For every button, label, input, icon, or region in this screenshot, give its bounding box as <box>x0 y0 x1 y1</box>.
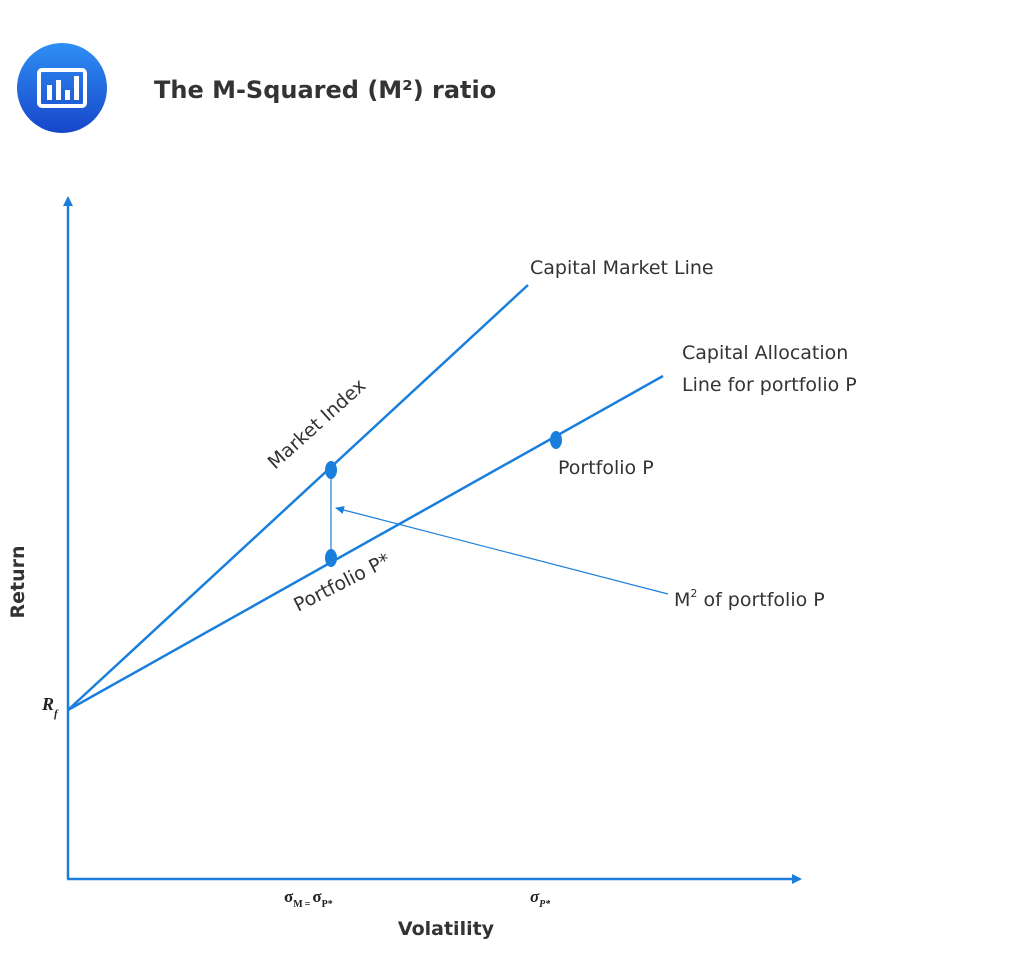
portfolio-p-label: Portfolio P <box>558 457 654 479</box>
sigma: σ <box>284 887 294 906</box>
sigma-m-label: σM = σP* <box>284 887 333 910</box>
sigma: σ <box>530 887 540 906</box>
icon <box>17 43 107 133</box>
sigma: σ <box>312 887 322 906</box>
title: The M-Squared (M²) ratio <box>154 76 496 104</box>
equals: = <box>305 899 311 910</box>
annotation-rest: of portfolio P <box>697 589 824 611</box>
sigma-sub: P* <box>322 899 333 910</box>
capital-allocation-line <box>67 374 664 712</box>
rf-main: R <box>41 694 54 714</box>
market-index-label: Market Index <box>264 375 371 474</box>
market-index-point <box>325 461 337 479</box>
annotation-sup: 2 <box>690 587 697 600</box>
sigma-p-label: σP* <box>530 887 551 910</box>
portfolio-p-star-label: Portfolio P* <box>290 549 394 616</box>
annotation: M2 of portfolio P <box>674 587 825 611</box>
portfolio-p-star-point <box>325 549 337 567</box>
cml-label: Capital Market Line <box>530 257 714 279</box>
capital-market-line <box>67 284 529 711</box>
annotation-main: M <box>674 589 690 611</box>
portfolio-p-point <box>550 431 562 449</box>
cal-label: Capital Allocation <box>682 342 848 364</box>
axes <box>63 196 802 884</box>
rf-sub: f <box>54 708 59 720</box>
annotation-arrow <box>335 506 669 595</box>
sigma-sub: P* <box>539 899 551 910</box>
x-axis-label: Volatility <box>398 918 495 940</box>
sigma-sub: M <box>293 899 303 910</box>
cal-label: Line for portfolio P <box>682 374 857 396</box>
y-axis-label: Return <box>7 545 29 618</box>
rf-label: Rf <box>41 694 59 720</box>
